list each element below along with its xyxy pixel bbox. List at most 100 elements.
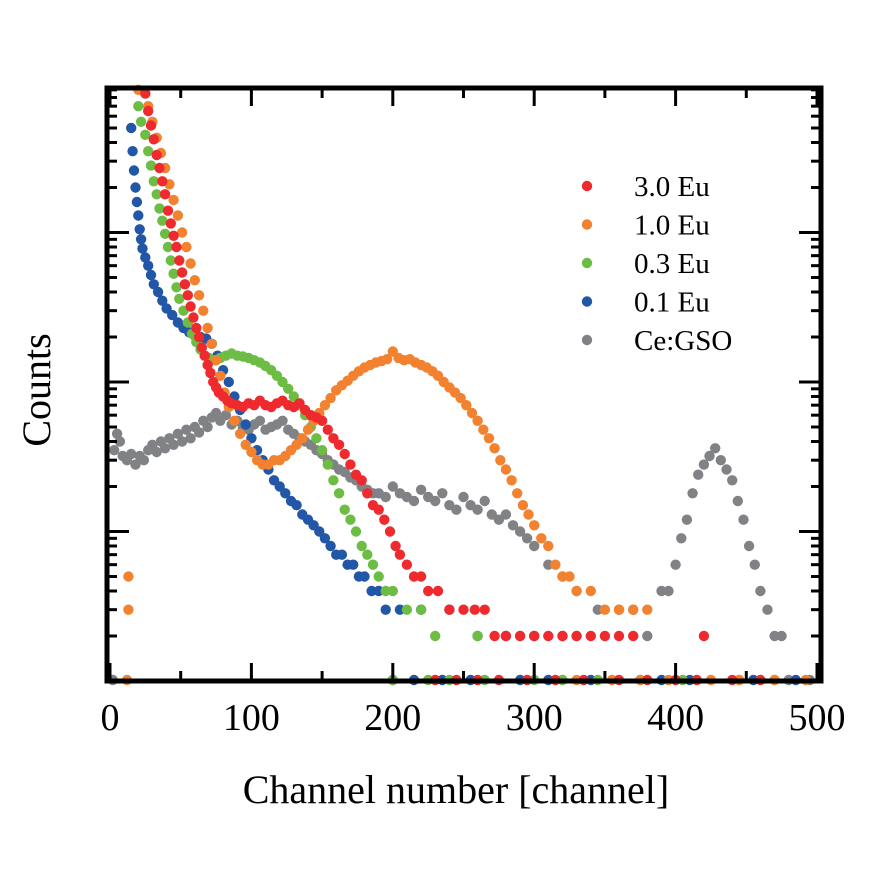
data-point <box>133 101 144 112</box>
data-point <box>151 189 162 200</box>
data-point <box>500 464 512 475</box>
data-point <box>277 376 288 388</box>
data-point <box>159 443 171 454</box>
data-point <box>143 260 154 271</box>
data-point <box>240 439 251 450</box>
data-point <box>380 604 391 615</box>
legend-item: 1.0 Eu <box>581 210 710 242</box>
data-point <box>381 354 393 365</box>
data-point <box>277 415 288 426</box>
data-point <box>189 275 200 286</box>
data-point <box>461 400 472 411</box>
data-point <box>458 604 469 615</box>
data-point <box>489 630 500 642</box>
data-point <box>698 630 710 642</box>
legend-marker <box>581 219 593 230</box>
data-point <box>123 604 134 615</box>
x-tick-label: 300 <box>506 697 563 739</box>
data-point <box>613 604 625 615</box>
series-ce-gso <box>107 407 816 686</box>
legend-label: 0.3 Eu <box>634 248 710 280</box>
data-point <box>138 455 150 466</box>
data-point <box>704 450 715 462</box>
data-point <box>127 146 138 157</box>
data-point <box>693 469 704 480</box>
data-point <box>302 424 314 435</box>
legend-item: 3.0 Eu <box>581 171 710 203</box>
data-point <box>512 488 523 499</box>
data-point <box>755 585 766 597</box>
legend: 3.0 Eu 1.0 Eu 0.3 Eu 0.1 Eu Ce:GSO <box>581 171 732 357</box>
data-point <box>223 376 234 388</box>
data-point <box>131 196 143 208</box>
data-point <box>176 227 188 238</box>
data-point <box>126 122 137 134</box>
data-point <box>325 540 336 552</box>
data-point <box>506 475 517 486</box>
data-point <box>557 630 568 642</box>
legend-marker <box>581 180 593 192</box>
data-point <box>523 509 534 520</box>
data-point <box>215 370 226 381</box>
data-point <box>135 234 147 245</box>
data-point <box>114 436 126 447</box>
data-point <box>721 464 732 475</box>
x-tick-label: 500 <box>789 697 846 739</box>
data-point <box>229 415 240 426</box>
data-point <box>356 540 367 552</box>
data-point <box>543 630 554 642</box>
data-point <box>472 504 483 515</box>
legend-label: Ce:GSO <box>634 325 732 357</box>
data-point <box>159 189 171 200</box>
data-point <box>550 559 561 570</box>
data-point <box>140 88 151 99</box>
data-point <box>159 228 171 239</box>
data-point <box>687 488 698 499</box>
data-point <box>430 630 441 642</box>
data-point <box>451 504 462 515</box>
data-point <box>390 540 401 552</box>
data-point <box>193 331 205 343</box>
data-point <box>362 488 373 499</box>
data-point <box>322 459 333 470</box>
data-point <box>172 210 184 221</box>
data-point <box>455 392 466 404</box>
data-point <box>157 215 168 226</box>
data-point <box>148 134 159 145</box>
data-point <box>162 205 174 216</box>
legend-item: 0.1 Eu <box>581 287 710 319</box>
data-point <box>543 540 554 552</box>
data-point <box>564 571 575 582</box>
data-point <box>157 295 168 306</box>
legend-item: 0.3 Eu <box>581 248 710 280</box>
data-point <box>176 267 188 278</box>
data-point <box>670 559 681 570</box>
data-point <box>384 526 396 537</box>
data-point <box>529 520 540 531</box>
data-point <box>444 604 455 615</box>
x-tick-label: 100 <box>223 697 280 739</box>
data-point <box>350 526 362 537</box>
data-point <box>254 415 266 426</box>
data-point <box>387 481 398 492</box>
x-axis-label: Channel number [channel] <box>243 767 670 812</box>
data-point <box>401 604 413 615</box>
data-point <box>336 549 348 560</box>
data-point <box>140 252 151 263</box>
data-point <box>479 495 490 507</box>
data-point <box>356 475 367 486</box>
data-point <box>571 585 582 597</box>
data-point <box>469 604 480 615</box>
data-point <box>507 520 519 531</box>
data-point <box>408 495 420 507</box>
data-point <box>432 585 444 597</box>
data-point <box>143 105 154 117</box>
legend-marker <box>581 296 593 307</box>
data-point <box>130 182 141 193</box>
data-point <box>154 203 165 214</box>
data-point <box>176 436 188 447</box>
data-point <box>514 630 526 642</box>
data-point <box>283 383 294 394</box>
data-point <box>202 421 213 433</box>
data-point <box>193 427 205 438</box>
